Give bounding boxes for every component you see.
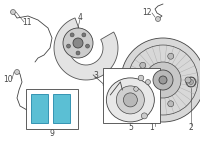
Text: 8: 8 <box>136 75 140 81</box>
Circle shape <box>140 92 146 98</box>
Text: 10: 10 <box>3 75 13 83</box>
Text: 9: 9 <box>50 128 54 137</box>
Text: 2: 2 <box>189 123 193 132</box>
Circle shape <box>168 101 174 107</box>
Circle shape <box>14 70 20 75</box>
Text: 4: 4 <box>78 12 82 21</box>
Circle shape <box>138 75 144 81</box>
Circle shape <box>76 51 80 55</box>
Circle shape <box>186 77 196 87</box>
Circle shape <box>63 28 93 58</box>
Circle shape <box>145 62 181 98</box>
Circle shape <box>153 70 173 90</box>
Circle shape <box>73 38 83 48</box>
Text: 11: 11 <box>22 17 32 26</box>
Circle shape <box>185 77 191 83</box>
Bar <box>103 68 160 123</box>
Circle shape <box>10 10 16 15</box>
Polygon shape <box>54 18 118 80</box>
Bar <box>26 89 78 129</box>
Bar <box>53 94 70 123</box>
Circle shape <box>66 44 70 48</box>
Circle shape <box>168 53 174 59</box>
Circle shape <box>86 44 90 48</box>
Circle shape <box>140 62 146 68</box>
Bar <box>31 94 48 123</box>
Circle shape <box>70 33 74 37</box>
Circle shape <box>141 113 147 119</box>
Circle shape <box>156 16 160 21</box>
Text: 3: 3 <box>94 71 98 80</box>
Circle shape <box>146 80 151 85</box>
Text: 5: 5 <box>129 122 133 132</box>
Circle shape <box>134 87 138 91</box>
Text: 6: 6 <box>146 109 150 115</box>
Circle shape <box>188 80 194 85</box>
Text: 7: 7 <box>129 87 133 93</box>
Text: 1: 1 <box>150 123 154 132</box>
Text: 12: 12 <box>142 7 152 16</box>
Circle shape <box>121 38 200 122</box>
Circle shape <box>159 76 167 84</box>
Ellipse shape <box>106 78 154 122</box>
Circle shape <box>82 33 86 37</box>
Circle shape <box>123 93 137 107</box>
Circle shape <box>116 86 144 114</box>
